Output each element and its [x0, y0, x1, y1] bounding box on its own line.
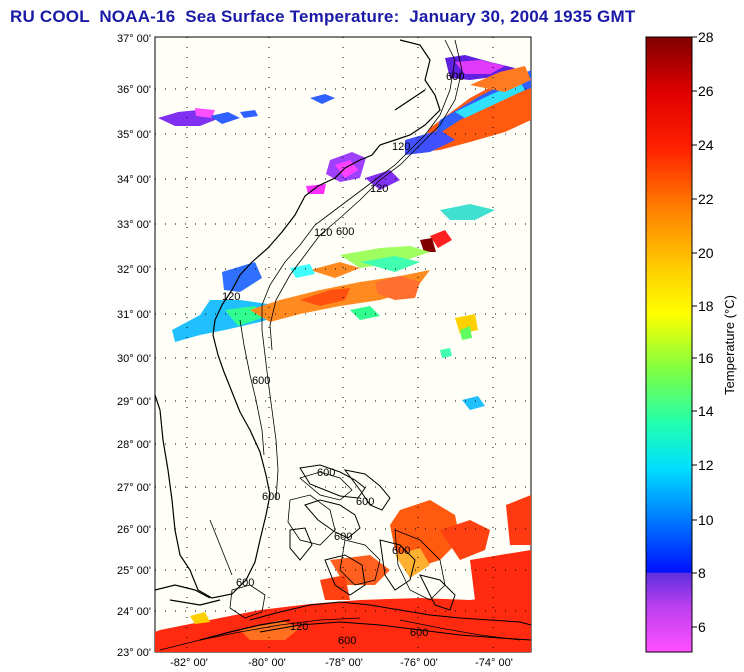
coastline [155, 39, 441, 641]
colorbar-tick-label: 14 [698, 403, 714, 419]
colorbar-tick-label: 6 [698, 619, 706, 635]
lat-label: 33° 00' [117, 219, 151, 231]
lat-label: 27° 00' [117, 482, 151, 494]
colorbar-tick-label: 18 [698, 298, 714, 314]
lon-label: -76° 00' [400, 657, 438, 669]
contour-label: 600 [356, 496, 374, 508]
colorbar-tick-label: 8 [698, 565, 706, 581]
map-title: RU COOL NOAA-16 Sea Surface Temperature:… [10, 7, 636, 26]
contour-label: 600 [338, 635, 356, 647]
contour-label: 600 [236, 577, 254, 589]
lat-label: 36° 00' [117, 84, 151, 96]
island-outlines [249, 464, 531, 641]
contour-label: 120 [222, 291, 240, 303]
contour-labels: 600 120 120 600 120 600 600 120 600 600 … [222, 71, 464, 647]
longitude-labels: -82° 00' -80° 00' -78° 00' -76° 00' -74°… [170, 657, 513, 669]
contour-label: 120 [314, 227, 332, 239]
colorbar-tick-labels: 28 26 24 22 20 18 16 14 12 10 8 6 [698, 29, 714, 635]
colorbar-title: Temperature (°C) [722, 295, 737, 395]
contour-label: 120 [290, 621, 308, 633]
colorbar-tick-label: 26 [698, 83, 714, 99]
lat-label: 30° 00' [117, 353, 151, 365]
lat-label: 35° 00' [117, 129, 151, 141]
lat-label: 32° 00' [117, 264, 151, 276]
contour-label: 600 [317, 467, 335, 479]
lon-label: -80° 00' [248, 657, 286, 669]
lat-label: 34° 00' [117, 174, 151, 186]
colorbar-tick-label: 20 [698, 245, 714, 261]
colorbar-tick-label: 16 [698, 350, 714, 366]
lat-label: 29° 00' [117, 396, 151, 408]
lon-label: -74° 00' [475, 657, 513, 669]
colorbar-tick-label: 22 [698, 191, 714, 207]
lat-label: 31° 00' [117, 309, 151, 321]
lat-label: 26° 00' [117, 524, 151, 536]
contour-label: 600 [446, 71, 464, 83]
lat-label: 24° 00' [117, 606, 151, 618]
colorbar-tick-label: 12 [698, 457, 714, 473]
colorbar-tick-label: 10 [698, 512, 714, 528]
latitude-labels: 37° 00' 36° 00' 35° 00' 34° 00' 33° 00' … [117, 33, 151, 659]
contour-label: 600 [410, 627, 428, 639]
lon-label: -82° 00' [170, 657, 208, 669]
isobath-contours [159, 39, 521, 651]
lon-label: -78° 00' [325, 657, 363, 669]
colorbar-tick-label: 28 [698, 29, 714, 45]
colorbar-ticks [692, 36, 697, 628]
contour-label: 600 [252, 375, 270, 387]
lat-label: 23° 00' [117, 647, 151, 659]
contour-label: 600 [262, 491, 280, 503]
contour-label: 120 [392, 141, 410, 153]
contour-label: 120 [370, 183, 388, 195]
contour-label: 600 [336, 226, 354, 238]
colorbar-tick-label: 24 [698, 137, 714, 153]
contour-label: 600 [334, 531, 352, 543]
sst-data-layer [155, 55, 531, 652]
lat-label: 25° 00' [117, 565, 151, 577]
colorbar-gradient [645, 36, 693, 653]
colorbar: 28 26 24 22 20 18 16 14 12 10 8 6 Temper… [645, 29, 737, 653]
lat-label: 28° 00' [117, 439, 151, 451]
lat-label: 37° 00' [117, 33, 151, 45]
contour-label: 600 [392, 545, 410, 557]
